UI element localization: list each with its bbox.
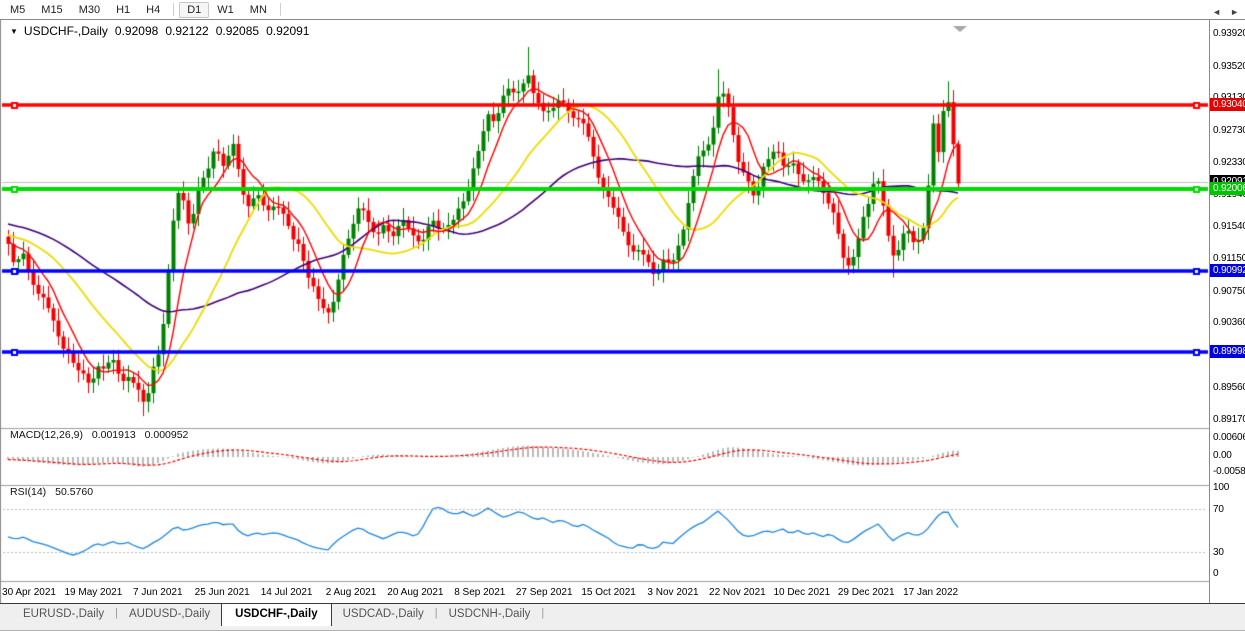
macd-axis-label: 0.00: [1213, 450, 1232, 461]
price-axis-label: 0.91150: [1213, 253, 1245, 265]
date-axis-label: 25 Jun 2021: [194, 587, 250, 598]
chart-window-border: [0, 19, 1245, 20]
rsi-axis-label: 30: [1213, 547, 1224, 558]
price-axis-label: 0.91540: [1213, 221, 1245, 233]
price-tag-0.92006: 0.92006: [1210, 182, 1245, 196]
tab-separator: |: [115, 607, 119, 619]
date-axis-label: 3 Nov 2021: [647, 587, 699, 598]
tab-usdchfdaily[interactable]: USDCHF-,Daily: [221, 603, 332, 626]
chart-title: ▼ USDCHF-,Daily 0.92098 0.92122 0.92085 …: [10, 24, 309, 38]
chart-dropdown-icon[interactable]: ▼: [10, 26, 18, 36]
macd-axis-label: 0.006068: [1213, 432, 1245, 443]
price-axis-label: 0.90360: [1213, 317, 1245, 329]
timeframe-button-d1[interactable]: D1: [179, 1, 210, 18]
date-axis-label: 2 Aug 2021: [325, 587, 377, 598]
tab-scroll-left-icon[interactable]: ◄: [1212, 7, 1222, 17]
date-axis-label: 29 Dec 2021: [837, 587, 895, 598]
rsi-value: 50.5760: [55, 486, 94, 498]
ohlc-open: 0.92098: [114, 24, 159, 38]
timeframe-button-h4[interactable]: H4: [146, 3, 161, 16]
date-axis-label: 20 Aug 2021: [387, 587, 444, 598]
timeframe-button-m30[interactable]: M30: [78, 3, 101, 16]
tab-scroll-right-icon[interactable]: ►: [1230, 7, 1239, 17]
tab-audusddaily[interactable]: AUDUSD-,Daily: [129, 608, 211, 620]
tab-usdcaddaily[interactable]: USDCAD-,Daily: [342, 608, 424, 620]
price-axis[interactable]: 0.939200.935200.931300.927300.923300.919…: [1209, 20, 1245, 604]
rsi-name: RSI(14): [10, 486, 47, 498]
rsi-axis-label: 100: [1213, 482, 1230, 493]
macd-value-main: 0.001913: [91, 429, 136, 441]
macd-name: MACD(12,26,9): [10, 429, 83, 441]
rsi-axis-label: 0: [1213, 568, 1219, 579]
timeframe-toolbar: M5 M15 M30 H1 H4 D1 W1 MN: [0, 0, 1245, 19]
rsi-indicator-label: RSI(14) 50.5760: [10, 486, 99, 498]
date-axis-label: 8 Sep 2021: [454, 587, 506, 598]
date-axis-label: 30 Apr 2021: [2, 587, 56, 598]
date-axis-label: 14 Jul 2021: [260, 587, 313, 598]
chart-tab-bar: EURUSD-,Daily | AUDUSD-,Daily USDCHF-,Daily…: [0, 603, 1245, 631]
rsi-axis-label: 70: [1213, 504, 1224, 515]
tab-scroll-arrows: ◄ ►: [1212, 7, 1239, 17]
macd-indicator-label: MACD(12,26,9) 0.001913 0.000952: [10, 429, 194, 441]
date-axis-label: 7 Jun 2021: [133, 587, 183, 598]
date-axis-label: 10 Dec 2021: [773, 587, 831, 598]
toolbar-divider: [173, 3, 175, 16]
timeframe-button-w1[interactable]: W1: [217, 3, 234, 16]
price-tag-0.90992: 0.90992: [1210, 264, 1245, 278]
toolbar-divider: [279, 3, 281, 16]
price-axis-label: 0.92330: [1213, 157, 1245, 169]
ohlc-close: 0.92091: [266, 24, 310, 38]
chart-canvas[interactable]: [0, 20, 1209, 604]
price-axis-label: 0.93920: [1213, 28, 1245, 39]
macd-value-signal: 0.000952: [144, 429, 189, 441]
tab-separator: |: [541, 607, 545, 619]
tab-eurusddaily[interactable]: EURUSD-,Daily: [23, 608, 105, 620]
timeframe-button-m15[interactable]: M15: [41, 3, 63, 16]
timeframe-button-m5[interactable]: M5: [10, 3, 26, 16]
price-axis-label: 0.89170: [1213, 414, 1245, 425]
price-tag-0.93040: 0.93040: [1210, 98, 1245, 111]
price-axis-label: 0.93130: [1213, 92, 1245, 103]
price-tag-0.89998: 0.89998: [1210, 345, 1245, 359]
date-axis-label: 27 Sep 2021: [515, 587, 573, 598]
macd-axis-label: -0.005869: [1213, 466, 1245, 477]
date-axis-label: 19 May 2021: [64, 587, 123, 598]
timeframe-button-mn[interactable]: MN: [249, 3, 267, 16]
price-axis-label: 0.92730: [1213, 124, 1245, 136]
ohlc-low: 0.92085: [215, 24, 260, 38]
date-axis-label: 17 Jan 2022: [903, 587, 959, 598]
date-axis-label: 15 Oct 2021: [581, 587, 636, 598]
tab-separator: |: [434, 607, 438, 619]
price-axis-label: 0.89560: [1213, 382, 1245, 394]
ohlc-high: 0.92122: [165, 24, 209, 38]
price-axis-label: 0.90750: [1213, 285, 1245, 297]
price-axis-label: 0.93520: [1213, 60, 1245, 72]
date-axis[interactable]: 30 Apr 2021 19 May 2021 7 Jun 2021 25 Jun 2…: [0, 583, 1209, 602]
timeframe-button-h1[interactable]: H1: [116, 3, 131, 16]
date-axis-label: 22 Nov 2021: [709, 587, 766, 598]
chart-symbol-label: USDCHF-,Daily: [23, 24, 108, 38]
tab-usdcnhdaily[interactable]: USDCNH-,Daily: [448, 608, 531, 620]
